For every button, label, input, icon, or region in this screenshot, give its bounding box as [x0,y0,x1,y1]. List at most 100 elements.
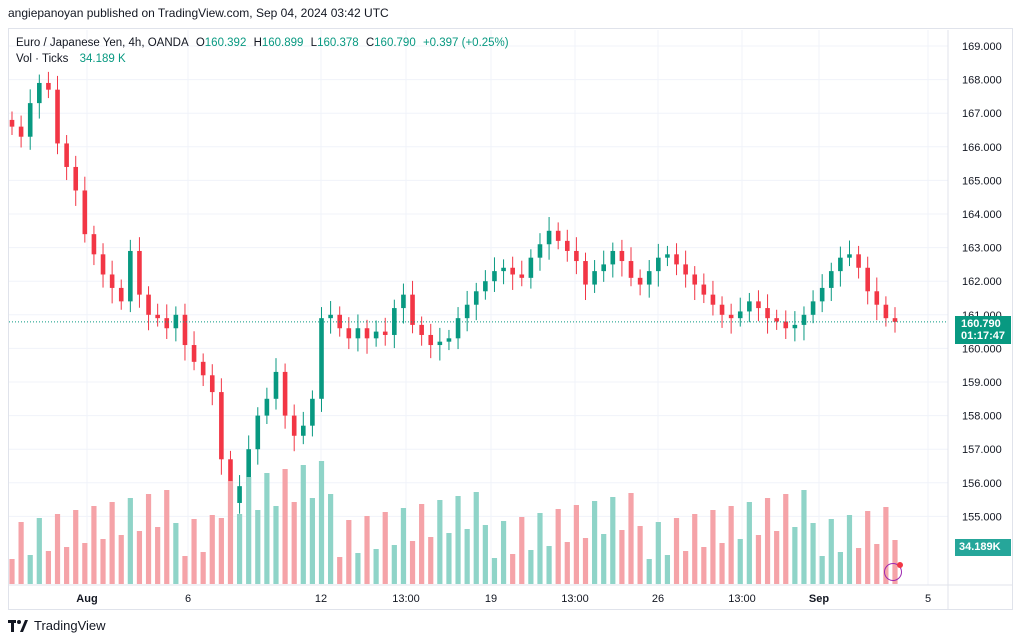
volume-bar [227,481,234,584]
candle-body [155,314,160,319]
candle-body [601,264,607,272]
candle-body [310,398,315,426]
candle-body [419,324,424,335]
volume-bar [664,555,671,584]
candle-body [118,287,124,302]
volume-bar [792,527,798,584]
volume-bar [582,538,589,584]
candle-body [473,291,479,305]
candle-body [510,267,515,275]
tradingview-logo[interactable]: TradingView [8,618,106,633]
volume-bar [446,533,452,584]
volume-bar [109,502,115,584]
volume-bar [755,535,762,584]
volume-bar [883,507,889,584]
candle-body [392,308,397,335]
y-tick-label: 160.000 [962,343,1002,355]
candle-body [27,103,33,137]
candle-body [282,371,288,416]
candle-body [100,254,106,275]
change-value: +0.397 (+0.25%) [422,37,509,49]
x-tick-label: 12 [315,593,327,605]
candle-body [628,261,634,278]
volume-bar [746,502,752,584]
last-price-value: 160.790 [961,318,1001,330]
candle-body [164,318,170,329]
y-tick-label: 158.000 [962,411,1002,423]
volume-bar [865,511,871,584]
candle-body [728,314,734,319]
x-tick-label: 13:00 [561,593,589,605]
volume-bar [701,547,707,584]
volume-bar [236,514,243,584]
candle-body [528,257,534,278]
candle-body [382,331,388,335]
symbol-label[interactable]: Euro / Japanese Yen, 4h, OANDA [16,37,189,49]
candle-body [246,449,251,487]
candle-body [710,294,716,305]
volume-bar [646,559,652,584]
candle-body [82,190,88,235]
candle-body [373,331,379,339]
y-tick-label: 163.000 [962,243,1002,255]
volume-bar [673,518,680,584]
candle-body [774,318,779,322]
volume-label[interactable]: Vol · Ticks [16,53,69,65]
volume-bar [373,549,379,584]
candle-body [874,291,880,305]
last-price-tag: 160.790 01:17:47 [955,316,1011,344]
volume-bar [828,519,834,584]
volume-bar [273,506,279,584]
candle-body [364,328,370,339]
volume-bar [655,522,661,584]
volume-bar [874,544,880,584]
candle-body [483,281,488,292]
candle-body [865,267,870,292]
candle-body [801,314,807,325]
volume-bar [464,529,470,584]
candle-body [674,254,679,265]
volume-bar [573,505,579,584]
high-value: 160.899 [261,37,304,49]
volume-bar [728,506,734,584]
volume-bar [173,523,179,584]
volume-bar [318,461,325,584]
x-tick-label: 5 [925,593,931,605]
candle-body [656,257,661,272]
volume-bar [382,512,388,584]
candle-body [592,271,597,285]
candle-body [665,254,670,258]
volume-bar [637,526,643,584]
volume-bar [264,473,270,584]
x-tick-label: 13:00 [392,593,420,605]
volume-bar [246,477,252,584]
candle-body [737,311,743,319]
candle-body [455,318,461,339]
volume-bar [100,539,106,584]
volume-bar [837,552,843,584]
volume-bar [291,502,297,584]
volume-bar [692,514,698,584]
lightning-icon[interactable] [884,563,902,581]
volume-bar [482,525,488,584]
y-tick-label: 162.000 [962,276,1002,288]
tradingview-logo-icon [8,619,28,632]
y-tick-label: 169.000 [962,41,1002,53]
close-value: 160.790 [374,37,416,49]
volume-bar [500,521,507,584]
volume-bar [764,498,771,584]
candle-body [46,82,51,90]
volume-bar [54,514,61,584]
candle-body [328,314,333,319]
volume-bar [455,496,461,584]
volume-bar [218,518,224,584]
volume-bar [846,515,853,584]
x-tick-label: Sep [809,593,829,605]
volume-bar [546,546,552,584]
volume-bar [400,508,407,584]
volume-bar [27,555,33,584]
ohlc-row: Euro / Japanese Yen, 4h, OANDA O160.392 … [16,35,509,51]
volume-bar [437,500,443,584]
candle-body [291,415,297,436]
